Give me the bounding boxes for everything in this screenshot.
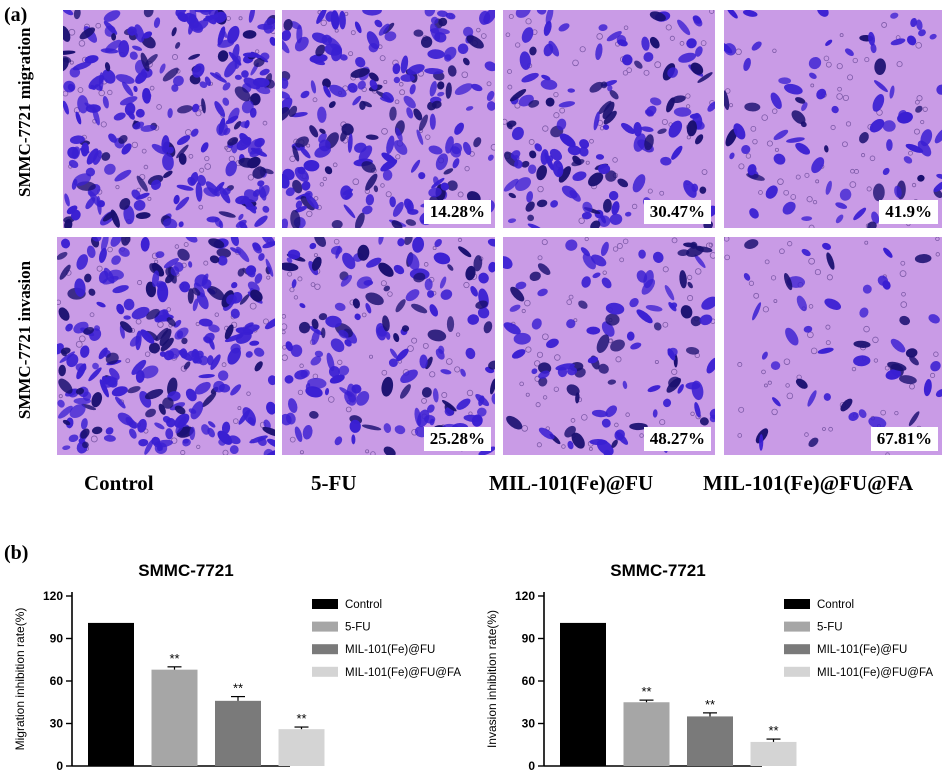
bar-control (560, 622, 606, 766)
micrograph-texture (282, 10, 495, 228)
y-tick-label: 30 (50, 717, 64, 731)
micrograph-invasion-mil101-fu: 48.27% (503, 237, 715, 455)
legend-label: Control (345, 599, 382, 611)
legend-label: MIL-101(Fe)@FU@FA (817, 667, 933, 679)
significance-marker: ** (768, 723, 778, 738)
bar-mil-101-fe-fu-fa (750, 741, 797, 766)
legend-label: MIL-101(Fe)@FU (817, 644, 907, 656)
micrograph-texture (57, 237, 275, 455)
migration-bar-chart: SMMC-7721 Migration inhibition rate(%) 0 30… (13, 561, 461, 773)
bar-mil-101-fe-fu (687, 716, 733, 766)
legend-swatch (784, 621, 810, 632)
micrograph-invasion-control (57, 237, 275, 455)
significance-marker: ** (641, 684, 651, 699)
bar-control (88, 622, 134, 766)
significance-marker: ** (705, 697, 715, 712)
micrograph-migration-mil101-fu: 30.47% (503, 10, 715, 228)
micrograph-migration-control (63, 10, 275, 228)
column-label-mil101-fu: MIL-101(Fe)@FU (489, 471, 654, 495)
legend-swatch (784, 644, 810, 655)
micrograph-invasion-5fu: 25.28% (282, 237, 495, 455)
percentage-label: 30.47% (643, 200, 711, 224)
y-axis-label: Migration inhibition rate(%) (13, 608, 27, 751)
y-tick-label: 30 (522, 717, 536, 731)
micrograph-texture (503, 237, 715, 455)
chart-title: SMMC-7721 (610, 561, 705, 580)
legend-label: MIL-101(Fe)@FU@FA (345, 667, 461, 679)
y-tick-label: 0 (56, 759, 63, 773)
percentage-label: 14.28% (423, 200, 491, 224)
row-label-invasion: SMMC-7721 invasion (15, 260, 34, 420)
legend-swatch (312, 644, 338, 655)
percentage-label: 25.28% (423, 427, 491, 451)
percentage-label: 67.81% (870, 427, 938, 451)
significance-marker: ** (169, 651, 179, 666)
y-tick-label: 90 (522, 632, 536, 646)
micrograph-texture (724, 10, 942, 228)
significance-marker: ** (233, 681, 243, 696)
bar-5-fu (151, 669, 198, 766)
micrograph-invasion-mil101-fu-fa: 67.81% (724, 237, 942, 455)
legend-swatch (784, 666, 810, 677)
micrograph-texture (63, 10, 275, 228)
chart-title: SMMC-7721 (138, 561, 233, 580)
legend-label: 5-FU (345, 622, 371, 634)
legend-label: Control (817, 599, 854, 611)
y-axis-label: Invasion inhibition rate(%) (485, 610, 499, 748)
y-tick-label: 60 (50, 674, 64, 688)
y-tick-label: 90 (50, 632, 64, 646)
micrograph-texture (724, 237, 942, 455)
legend-swatch (312, 621, 338, 632)
percentage-label: 48.27% (643, 427, 711, 451)
significance-marker: ** (296, 711, 306, 726)
micrograph-migration-mil101-fu-fa: 41.9% (724, 10, 942, 228)
y-tick-label: 120 (43, 589, 63, 603)
micrograph-migration-5fu: 14.28% (282, 10, 495, 228)
micrograph-texture (503, 10, 715, 228)
legend-swatch (784, 599, 810, 609)
invasion-bar-chart: SMMC-7721 Invasion inhibition rate(%) 0 30 6… (485, 561, 933, 773)
legend-label: MIL-101(Fe)@FU (345, 644, 435, 656)
bar-mil-101-fe-fu (215, 700, 261, 766)
bar-mil-101-fe-fu-fa (278, 729, 325, 766)
row-label-migration: SMMC-7721 migration (15, 27, 34, 197)
percentage-label: 41.9% (879, 200, 938, 224)
column-label-control: Control (84, 471, 154, 495)
bar-5-fu (623, 702, 670, 766)
y-tick-label: 60 (522, 674, 536, 688)
panel-a-label: (a) (4, 4, 28, 26)
y-tick-label: 0 (528, 759, 535, 773)
legend-label: 5-FU (817, 622, 843, 634)
legend-swatch (312, 666, 338, 677)
y-tick-label: 120 (515, 589, 535, 603)
panel-b-label: (b) (4, 542, 29, 564)
micrograph-texture (282, 237, 495, 455)
column-label-mil101-fu-fa: MIL-101(Fe)@FU@FA (703, 471, 914, 495)
legend-swatch (312, 599, 338, 609)
column-label-5fu: 5-FU (311, 471, 357, 495)
